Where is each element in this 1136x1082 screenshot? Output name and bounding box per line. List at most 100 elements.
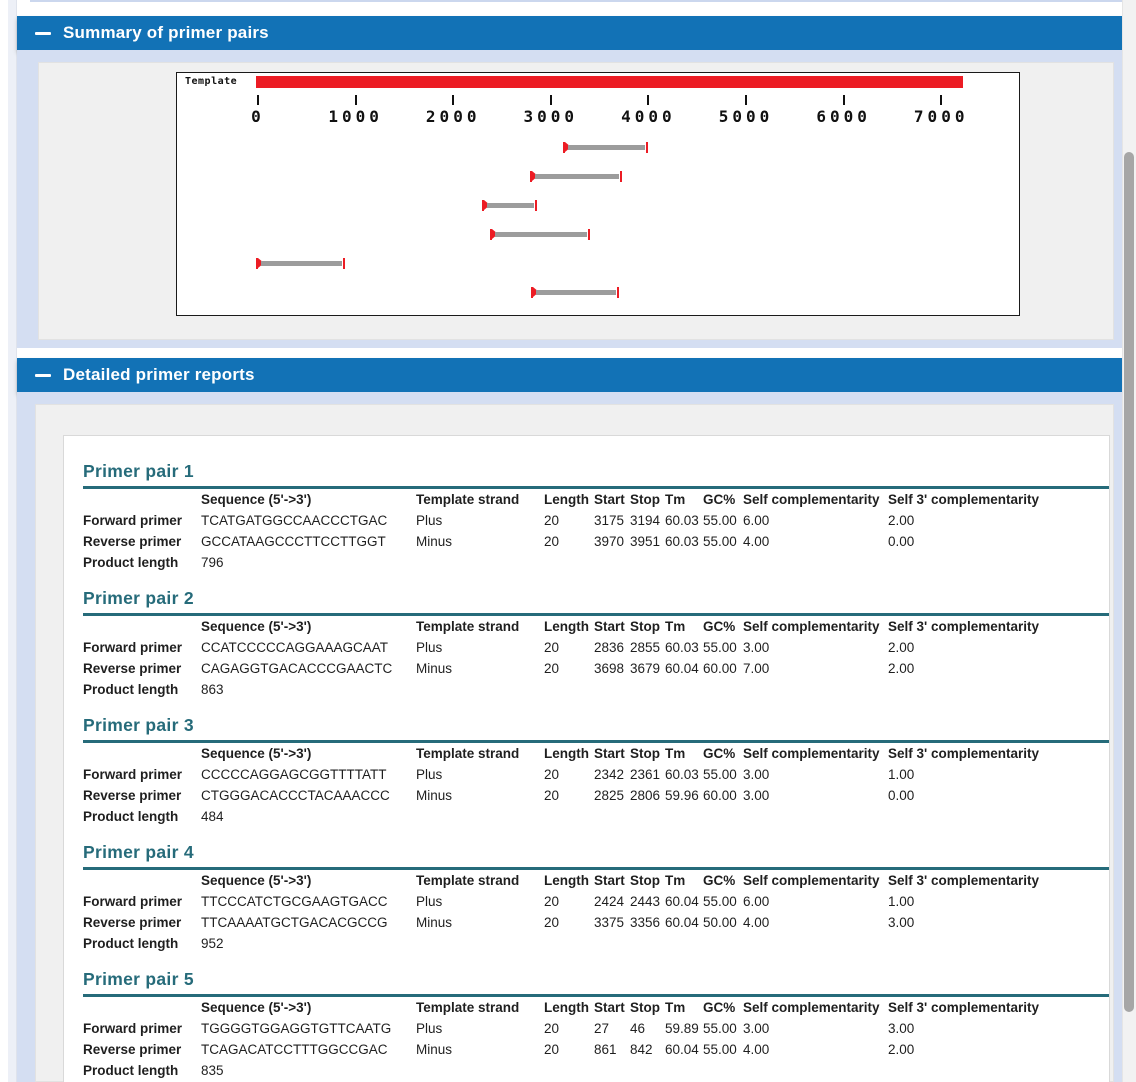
column-header: Length: [544, 873, 589, 888]
ruler-tick-mark: [549, 95, 552, 105]
column-header: Length: [544, 746, 589, 761]
table-cell: 20: [544, 534, 560, 549]
primer-pair-report: Primer pair 2 Sequence (5'->3') Template s…: [83, 587, 1109, 700]
column-header: Sequence (5'->3'): [201, 1000, 312, 1015]
column-header: Template strand: [416, 492, 520, 507]
table-head: Sequence (5'->3') Template strand Length St…: [83, 742, 1109, 765]
table-cell: 842: [630, 1042, 653, 1057]
ruler-tick-mark: [354, 95, 357, 105]
primer-left-end-marker: [562, 142, 565, 153]
column-header: Tm: [665, 873, 686, 888]
summary-section-header[interactable]: Summary of primer pairs: [17, 16, 1122, 50]
column-header: Self complementarity: [743, 1000, 880, 1015]
table-cell: 60.03: [665, 534, 699, 549]
primer-pair-bar: [486, 203, 534, 208]
column-header: [83, 615, 201, 638]
table-cell: 952: [201, 936, 224, 951]
table-cell: 60.03: [665, 513, 699, 528]
vertical-scrollbar-thumb[interactable]: [1124, 152, 1134, 1012]
table-cell: 55.00: [703, 1021, 737, 1036]
column-header: Start: [594, 492, 625, 507]
primer-pair-table: Sequence (5'->3') Template strand Length St…: [83, 740, 1109, 827]
table-head: Sequence (5'->3') Template strand Length St…: [83, 996, 1109, 1019]
table-cell: 2825: [594, 788, 625, 803]
column-header: Self 3' complementarity: [888, 746, 1040, 761]
table-cell: 20: [544, 1042, 560, 1057]
detailed-section-header[interactable]: Detailed primer reports: [17, 358, 1122, 392]
table-cell: 6.00: [743, 894, 770, 909]
table-row: Product length 952: [83, 933, 1109, 954]
table-cell: Plus: [416, 894, 443, 909]
row-label: Reverse primer: [83, 661, 182, 676]
table-row: Reverse primer CAGAGGTGACACCCGAACTC Minus 2…: [83, 658, 1109, 679]
ruler-tick-label: 3000: [523, 107, 579, 126]
table-cell: 2443: [630, 894, 661, 909]
primer-left-end-marker: [481, 200, 484, 211]
table-cell: 7.00: [743, 661, 770, 676]
table-row: Reverse primer GCCATAAGCCCTTCCTTGGT Minus 2…: [83, 531, 1109, 552]
table-cell: 20: [544, 788, 560, 803]
table-cell: 863: [201, 682, 224, 697]
table-cell: TCATGATGGCCAACCCTGAC: [201, 513, 388, 528]
row-label: Forward primer: [83, 513, 183, 528]
table-cell: 27: [594, 1021, 610, 1036]
collapse-minus-icon[interactable]: [35, 31, 51, 35]
column-header: Start: [594, 1000, 625, 1015]
table-cell: CAGAGGTGACACCCGAACTC: [201, 661, 393, 676]
primer-pair-report: Primer pair 4 Sequence (5'->3') Template s…: [83, 841, 1109, 954]
column-header: [83, 869, 201, 892]
table-header-row: Sequence (5'->3') Template strand Length St…: [83, 488, 1109, 511]
row-label: Reverse primer: [83, 915, 182, 930]
ruler-tick-mark: [452, 95, 455, 105]
table-body: Forward primer TGGGGTGGAGGTGTTCAATG Plus 20…: [83, 1018, 1109, 1081]
table-cell: 55.00: [703, 534, 737, 549]
ruler-tick-mark: [257, 95, 259, 105]
primer-pair-bar: [534, 174, 619, 179]
ruler-tick-label: 1000: [328, 107, 383, 126]
column-header: Self 3' complementarity: [888, 1000, 1040, 1015]
column-header: Sequence (5'->3'): [201, 873, 312, 888]
table-cell: 46: [630, 1021, 646, 1036]
table-cell: 55.00: [703, 1042, 737, 1057]
table-cell: 2.00: [888, 513, 915, 528]
table-cell: Minus: [416, 788, 453, 803]
primer-pair-table: Sequence (5'->3') Template strand Length St…: [83, 613, 1109, 700]
column-header: GC%: [703, 492, 736, 507]
table-head: Sequence (5'->3') Template strand Length St…: [83, 869, 1109, 892]
table-row: Forward primer TCATGATGGCCAACCCTGAC Plus 20…: [83, 510, 1109, 531]
table-cell: 2.00: [888, 640, 915, 655]
previous-section-edge: [30, 0, 1122, 2]
primer-left-end-marker: [489, 229, 492, 240]
primer-pair-table: Sequence (5'->3') Template strand Length St…: [83, 486, 1109, 573]
table-cell: 4.00: [743, 534, 770, 549]
row-label: Forward primer: [83, 894, 183, 909]
column-header: Self complementarity: [743, 746, 880, 761]
column-header: GC%: [703, 746, 736, 761]
ruler-tick-label: 0: [251, 107, 265, 126]
table-cell: 3.00: [743, 640, 770, 655]
primer-pair-title: Primer pair 3: [83, 715, 194, 735]
ruler-tick-label: 4000: [621, 107, 676, 126]
primer-pair-table: Sequence (5'->3') Template strand Length St…: [83, 867, 1109, 954]
table-cell: TTCCCATCTGCGAAGTGACC: [201, 894, 388, 909]
table-cell: 55.00: [703, 513, 737, 528]
primer-pair-bar: [536, 290, 617, 295]
table-cell: 3175: [594, 513, 625, 528]
table-cell: 60.04: [665, 894, 699, 909]
table-cell: 59.96: [665, 788, 699, 803]
table-cell: 60.04: [665, 915, 699, 930]
collapse-minus-icon[interactable]: [35, 373, 51, 377]
table-cell: 2.00: [888, 1042, 915, 1057]
table-cell: Minus: [416, 1042, 453, 1057]
table-cell: 20: [544, 915, 560, 930]
table-cell: 20: [544, 1021, 560, 1036]
column-header: Template strand: [416, 746, 520, 761]
column-header: [83, 742, 201, 765]
row-label: Forward primer: [83, 767, 183, 782]
column-header: Stop: [630, 492, 660, 507]
table-cell: 2.00: [888, 661, 915, 676]
table-cell: 1.00: [888, 767, 915, 782]
primer-right-end-marker: [588, 229, 591, 240]
table-row: Product length 835: [83, 1060, 1109, 1081]
table-cell: 60.04: [665, 1042, 699, 1057]
